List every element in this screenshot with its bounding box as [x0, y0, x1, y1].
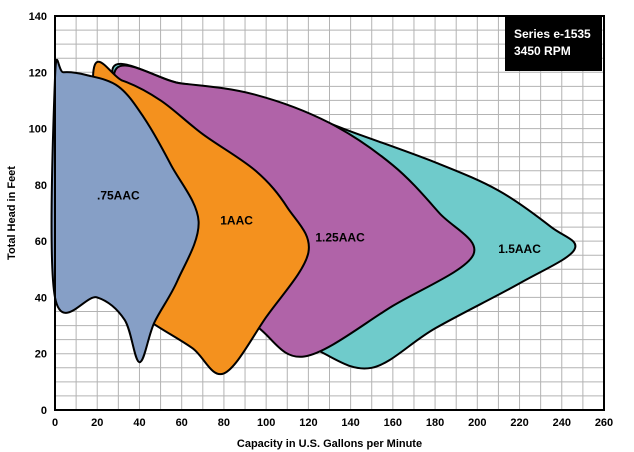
x-tick-label: 120 [299, 417, 317, 429]
x-tick-label: 40 [133, 417, 145, 429]
x-tick-label: 200 [468, 417, 486, 429]
y-axis-title: Total Head in Feet [6, 166, 18, 260]
series-annotation-background [505, 17, 602, 71]
x-tick-label: 240 [553, 417, 571, 429]
region-label-1-25aac: 1.25AAC [315, 231, 365, 245]
y-tick-label: 20 [35, 349, 47, 361]
performance-regions: 1.5AAC 1.25AAC 1AAC .75AAC [50, 58, 577, 376]
y-tick-label: 80 [35, 180, 47, 192]
series-annotation-model: Series e-1535 [514, 27, 591, 41]
x-tick-label: 220 [510, 417, 528, 429]
plot-frame [54, 15, 605, 411]
y-tick-label: 100 [29, 124, 47, 136]
region-75aac [50, 58, 200, 364]
y-tick-label: 60 [35, 236, 47, 248]
series-annotation-rpm: 3450 RPM [514, 44, 571, 58]
x-axis-title: Capacity in U.S. Gallons per Minute [237, 438, 422, 450]
x-tick-label: 0 [52, 417, 58, 429]
x-tick-label: 60 [176, 417, 188, 429]
y-tick-label: 0 [41, 405, 47, 417]
y-tick-label: 140 [29, 11, 47, 23]
y-axis-ticks: 0 20 40 60 80 100 120 140 [29, 11, 47, 417]
x-axis-ticks: 0 20 40 60 80 100 120 140 160 180 200 220 240 260 [52, 417, 613, 429]
x-tick-label: 20 [91, 417, 103, 429]
x-tick-label: 180 [426, 417, 444, 429]
y-tick-label: 120 [29, 67, 47, 79]
region-label-1aac: 1AAC [220, 214, 253, 228]
x-tick-label: 100 [257, 417, 275, 429]
series-annotation-box: Series e-1535 3450 RPM [505, 17, 602, 71]
x-tick-label: 140 [341, 417, 359, 429]
x-tick-label: 160 [384, 417, 402, 429]
x-tick-label: 260 [595, 417, 613, 429]
region-label-75aac: .75AAC [97, 188, 140, 202]
region-label-1-5aac: 1.5AAC [498, 242, 541, 256]
x-tick-label: 80 [218, 417, 230, 429]
y-tick-label: 40 [35, 292, 47, 304]
